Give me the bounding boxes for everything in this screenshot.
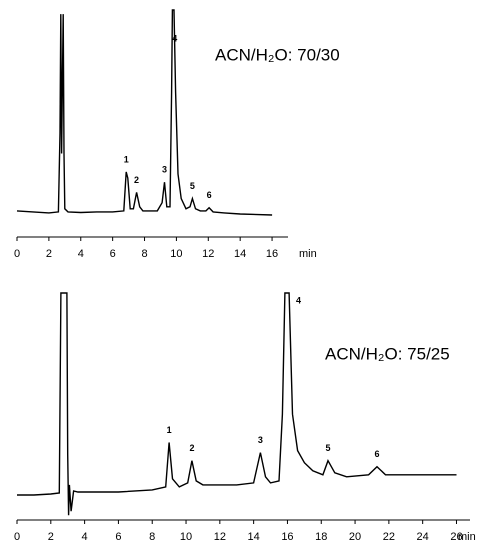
x-tick-label: 8 bbox=[149, 531, 155, 543]
x-tick-label: 18 bbox=[315, 531, 327, 543]
peak-label: 3 bbox=[258, 435, 263, 445]
x-tick-label: 12 bbox=[202, 248, 214, 260]
peak-label: 5 bbox=[190, 181, 195, 191]
x-tick-label: 10 bbox=[180, 531, 192, 543]
peak-label: 3 bbox=[162, 165, 167, 175]
x-tick-label: 16 bbox=[266, 248, 278, 260]
x-tick-label: 26 bbox=[450, 531, 462, 543]
x-tick-label: 0 bbox=[14, 531, 20, 543]
peak-label: 2 bbox=[189, 443, 194, 453]
x-tick-label: 6 bbox=[110, 248, 116, 260]
trace bbox=[17, 292, 457, 516]
trace bbox=[16, 9, 273, 216]
x-tick-label: 22 bbox=[383, 531, 395, 543]
x-tick-label: 24 bbox=[417, 531, 429, 543]
x-axis-label: min bbox=[458, 531, 476, 543]
peak-label: 1 bbox=[167, 425, 172, 435]
peak-label: 5 bbox=[326, 443, 331, 453]
x-tick-label: 8 bbox=[141, 248, 147, 260]
peak-label: 4 bbox=[172, 33, 177, 43]
annotation: ACN/H₂O: 75/25 bbox=[325, 344, 450, 363]
peak-label: 4 bbox=[296, 295, 301, 305]
peak-label: 6 bbox=[375, 449, 380, 459]
x-tick-label: 2 bbox=[46, 248, 52, 260]
peak-label: 6 bbox=[207, 190, 212, 200]
x-tick-label: 12 bbox=[214, 531, 226, 543]
x-axis-label: min bbox=[299, 248, 317, 260]
x-tick-label: 10 bbox=[170, 248, 182, 260]
x-tick-label: 6 bbox=[115, 531, 121, 543]
peak-label: 2 bbox=[134, 175, 139, 185]
x-tick-label: 14 bbox=[248, 531, 260, 543]
peak-label: 1 bbox=[124, 154, 129, 164]
x-tick-label: 0 bbox=[14, 248, 20, 260]
x-tick-label: 14 bbox=[234, 248, 246, 260]
x-tick-label: 4 bbox=[78, 248, 84, 260]
x-tick-label: 20 bbox=[349, 531, 361, 543]
x-tick-label: 4 bbox=[82, 531, 88, 543]
x-tick-label: 16 bbox=[281, 531, 293, 543]
annotation: ACN/H₂O: 70/30 bbox=[215, 45, 340, 64]
x-tick-label: 2 bbox=[48, 531, 54, 543]
